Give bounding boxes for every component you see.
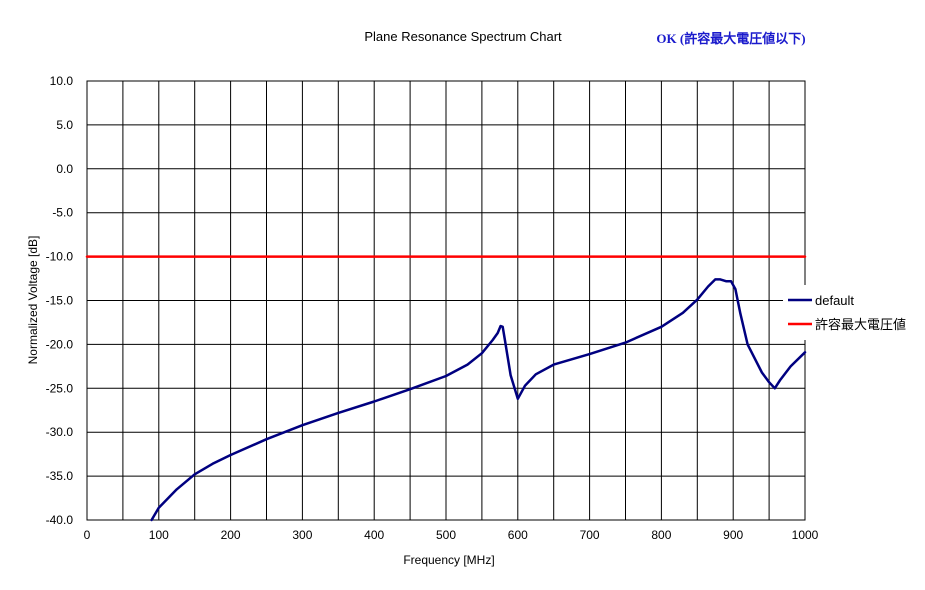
x-axis-ticks: 0 100 200 300 400 500 600 700 800 900 1000 (84, 528, 819, 542)
y-tick-label: 0.0 (56, 162, 73, 176)
x-axis-label: Frequency [MHz] (403, 553, 494, 567)
legend-label-limit: 許容最大電圧値 (815, 317, 906, 332)
y-tick-label: -40.0 (46, 513, 74, 527)
x-tick-label: 700 (580, 528, 600, 542)
x-tick-label: 400 (364, 528, 384, 542)
x-tick-label: 300 (292, 528, 312, 542)
y-tick-label: -10.0 (46, 250, 74, 264)
legend-background (783, 285, 923, 340)
y-axis-ticks: 10.0 5.0 0.0 -5.0 -10.0 -15.0 -20.0 -25.0 -30.0 -… (46, 74, 74, 527)
x-tick-label: 900 (723, 528, 743, 542)
y-axis-label: Normalized Voltage [dB] (26, 236, 40, 365)
x-tick-label: 1000 (792, 528, 819, 542)
y-tick-label: -5.0 (52, 206, 73, 220)
x-tick-label: 600 (508, 528, 528, 542)
y-tick-label: -15.0 (46, 294, 74, 308)
status-note: OK (許容最大電圧値以下) (656, 31, 805, 46)
y-tick-label: 10.0 (50, 74, 74, 88)
legend-label-default: default (815, 293, 854, 308)
chart-title: Plane Resonance Spectrum Chart (364, 29, 562, 44)
y-tick-label: -35.0 (46, 469, 74, 483)
x-tick-label: 0 (84, 528, 91, 542)
x-tick-label: 800 (651, 528, 671, 542)
x-tick-label: 200 (221, 528, 241, 542)
y-tick-label: -25.0 (46, 381, 74, 395)
x-tick-label: 100 (149, 528, 169, 542)
legend: default 許容最大電圧値 (783, 285, 923, 340)
y-tick-label: -20.0 (46, 337, 74, 351)
series-layer (85, 255, 807, 522)
y-tick-label: 5.0 (56, 118, 73, 132)
x-tick-label: 500 (436, 528, 456, 542)
plot-grid (86, 80, 806, 521)
y-tick-label: -30.0 (46, 425, 74, 439)
series-line-default (150, 278, 807, 522)
